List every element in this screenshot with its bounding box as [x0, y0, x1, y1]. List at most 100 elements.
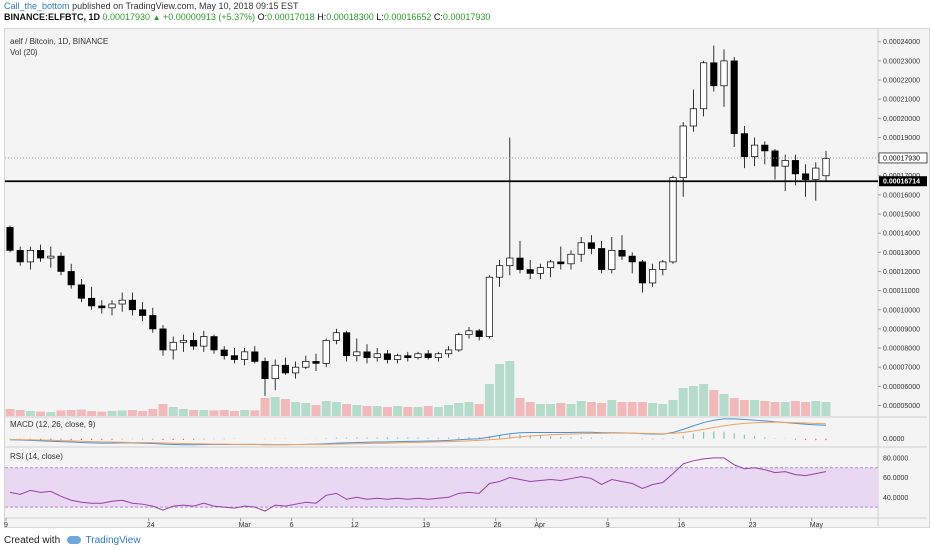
volume-bar [678, 388, 688, 416]
candle-up [547, 261, 555, 268]
candle-down [618, 250, 626, 257]
volume-bar [790, 401, 800, 416]
volume-bar [291, 402, 301, 416]
volume-bar [56, 410, 66, 416]
volume-bar [515, 398, 525, 416]
candle-up [506, 257, 514, 267]
volume-bar [138, 411, 148, 416]
candle-down [526, 269, 534, 274]
level-label-box [879, 176, 927, 187]
close-label: C: [433, 12, 443, 22]
publish-info: published on TradingView.com, May 10, 20… [72, 1, 299, 11]
candle-down [77, 284, 85, 299]
rsi-tick-label: 60.0000 [883, 475, 908, 482]
open-label: O: [257, 12, 268, 22]
chart-frame[interactable] [4, 28, 930, 528]
high-label: H: [317, 12, 327, 22]
tradingview-logo-icon [66, 536, 81, 545]
rsi-line [9, 457, 827, 512]
candle-up [649, 269, 657, 284]
y-tick-label: 0.00013000 [883, 250, 920, 257]
candle-down [343, 332, 351, 357]
volume-bar [423, 406, 433, 416]
candle-up [26, 250, 34, 263]
volume-bar [433, 407, 443, 416]
volume-bar [178, 409, 188, 416]
volume-bar [331, 402, 341, 416]
volume-bar [607, 400, 617, 416]
candle-down [404, 355, 412, 358]
candle-down [281, 364, 289, 374]
volume-bar [474, 404, 484, 416]
volume-bar [556, 403, 566, 416]
candle-down [761, 144, 769, 152]
candle-down [98, 305, 106, 309]
candle-up [822, 158, 830, 177]
candle-up [536, 267, 544, 274]
x-tick-label: 12 [351, 522, 359, 529]
last-price-box [878, 152, 928, 164]
volume-bar [484, 384, 494, 416]
volume-bar [821, 402, 831, 416]
volume-bar [454, 403, 464, 416]
y-tick-label: 0.00023000 [883, 58, 920, 65]
candle-up [302, 361, 310, 368]
volume-bar [546, 404, 556, 416]
volume-bar [46, 412, 56, 416]
candle-down [312, 361, 320, 364]
x-tick-label: 24 [147, 522, 155, 529]
candle-down [710, 62, 718, 87]
change-arrow-icon: ▲ [152, 13, 161, 22]
volume-bar [801, 402, 811, 416]
candle-up [679, 125, 687, 179]
volume-bar [87, 411, 97, 416]
x-tick-label: 23 [749, 522, 757, 529]
open-value: 0.00017018 [267, 12, 315, 22]
candle-down [791, 160, 799, 175]
x-tick-label: 9 [606, 522, 610, 529]
candle-up [781, 160, 789, 167]
candle-down [230, 355, 238, 360]
candle-up [118, 299, 126, 305]
candle-down [16, 250, 24, 263]
footer: Created with TradingView [4, 535, 141, 546]
candle-down [159, 328, 167, 351]
volume-bar [229, 411, 239, 416]
candle-up [200, 336, 208, 347]
candle-up [332, 332, 340, 341]
tradingview-brand[interactable]: TradingView [85, 535, 141, 546]
candle-up [108, 303, 116, 309]
macd-title: MACD (12, 26, close, 9) [10, 420, 96, 429]
y-tick-label: 0.00010000 [883, 307, 920, 314]
author-link[interactable]: Call_the_bottom [4, 1, 70, 11]
x-tick-label: 16 [677, 522, 685, 529]
volume-bar [76, 409, 86, 416]
volume-bar [189, 410, 199, 416]
y-tick-label: 0.00015000 [883, 212, 920, 219]
x-tick-label: May [810, 522, 824, 529]
volume-bar [15, 410, 25, 416]
candle-down [628, 255, 636, 263]
volume-bar [5, 409, 15, 416]
candle-up [485, 276, 493, 337]
volume-bar [525, 402, 535, 416]
y-tick-label: 0.00016000 [883, 192, 920, 199]
candle-up [292, 366, 300, 374]
candle-up [496, 265, 504, 278]
last-price-label: 0.00017930 [883, 155, 920, 162]
candle-up [751, 144, 759, 157]
volume-bar [117, 410, 127, 416]
volume-bar [250, 410, 260, 416]
volume-bar [617, 402, 627, 416]
y-tick-label: 0.00011000 [883, 288, 920, 295]
candle-up [669, 177, 677, 263]
candle-down [598, 248, 606, 270]
candle-down [638, 261, 646, 284]
candle-up [465, 330, 473, 335]
low-value: 0.00016652 [383, 12, 432, 22]
x-tick-label: 6 [290, 522, 294, 529]
rsi-tick-label: 80.0000 [883, 455, 908, 462]
volume-bar [750, 400, 760, 416]
candle-up [47, 255, 55, 259]
